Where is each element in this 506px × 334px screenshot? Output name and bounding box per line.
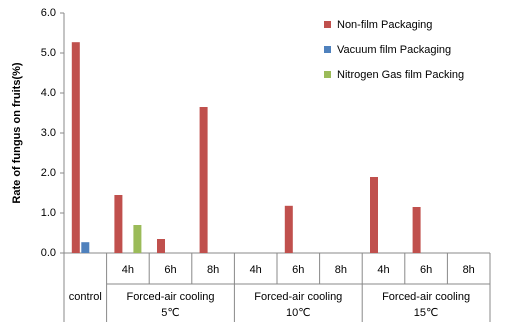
legend-label: Nitrogen Gas film Packing xyxy=(337,69,464,81)
bar xyxy=(81,242,90,253)
y-axis-title: Rate of fungus on fruits(%) xyxy=(11,62,23,203)
group-label: 10℃ xyxy=(286,307,311,319)
x-tick-label: 6h xyxy=(292,264,304,276)
bar xyxy=(284,205,293,253)
x-tick-label: 8h xyxy=(463,264,475,276)
y-tick-label: 1.0 xyxy=(41,207,56,219)
y-tick-label: 0.0 xyxy=(41,247,56,259)
legend-label: Vacuum film Packaging xyxy=(337,44,451,56)
group-label: 15℃ xyxy=(414,307,439,319)
legend-swatch xyxy=(324,71,331,78)
x-tick-label: 6h xyxy=(420,264,432,276)
legend-swatch xyxy=(324,46,331,53)
y-tick-label: 6.0 xyxy=(41,7,56,19)
x-tick-label: 4h xyxy=(377,264,389,276)
y-tick-label: 2.0 xyxy=(41,167,56,179)
legend-swatch xyxy=(324,21,331,28)
y-tick-label: 4.0 xyxy=(41,87,56,99)
y-tick-label: 3.0 xyxy=(41,127,56,139)
x-tick-label: 8h xyxy=(207,264,219,276)
bar xyxy=(199,107,208,253)
bar xyxy=(133,225,142,253)
bar xyxy=(114,195,123,253)
group-label: Forced-air cooling xyxy=(382,291,470,303)
bar xyxy=(157,239,165,253)
bar xyxy=(412,207,421,253)
x-tick-label: 6h xyxy=(164,264,176,276)
group-label: Forced-air cooling xyxy=(254,291,342,303)
x-tick-label: 4h xyxy=(250,264,262,276)
bar xyxy=(370,177,378,253)
x-tick-label: 4h xyxy=(122,264,134,276)
bar xyxy=(71,42,80,254)
legend-label: Non-film Packaging xyxy=(337,19,432,31)
group-label: Forced-air cooling xyxy=(126,291,214,303)
y-tick-label: 5.0 xyxy=(41,47,56,59)
group-label: 5℃ xyxy=(161,307,179,319)
group-label: control xyxy=(69,291,102,303)
x-tick-label: 8h xyxy=(335,264,347,276)
